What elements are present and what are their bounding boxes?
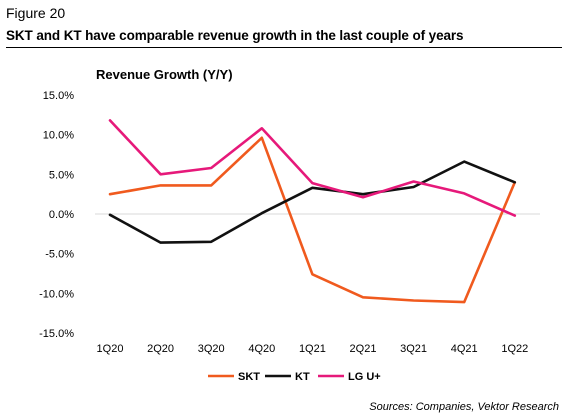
x-tick-label: 1Q20 <box>97 343 124 355</box>
y-tick-label: 0.0% <box>49 209 74 221</box>
series-lines <box>108 119 517 304</box>
title-divider <box>6 47 562 48</box>
x-tick-label: 3Q20 <box>198 343 225 355</box>
legend-label: KT <box>295 371 310 383</box>
figure-label: Figure 20 <box>6 5 66 21</box>
x-tick-label: 3Q21 <box>400 343 427 355</box>
y-tick-label: -10.0% <box>39 288 74 300</box>
y-tick-label: -15.0% <box>39 328 74 340</box>
y-tick-label: 10.0% <box>43 130 74 142</box>
x-axis: 1Q20 2Q20 3Q20 4Q20 1Q21 2Q21 3Q21 4Q21 1Q22 <box>97 343 529 355</box>
x-tick-label: 1Q22 <box>501 343 528 355</box>
legend-label: SKT <box>238 371 260 383</box>
legend-label: LG U+ <box>348 371 381 383</box>
series-line-skt <box>108 136 517 304</box>
series-line-kt <box>108 160 517 244</box>
x-tick-label: 4Q21 <box>451 343 478 355</box>
legend: SKT KT LG U+ <box>208 371 381 383</box>
source-note: Sources: Companies, Vektor Research <box>369 401 559 413</box>
figure-title: SKT and KT have comparable revenue growt… <box>6 28 464 43</box>
chart-title: Revenue Growth (Y/Y) <box>96 67 233 82</box>
y-axis: 15.0% 10.0% 5.0% 0.0% -5.0% -10.0% -15.0% <box>39 90 74 340</box>
x-tick-label: 2Q21 <box>350 343 377 355</box>
x-tick-label: 2Q20 <box>147 343 174 355</box>
series-line-lg-u <box>108 119 517 217</box>
y-tick-label: 5.0% <box>49 169 74 181</box>
y-tick-label: -5.0% <box>45 249 74 261</box>
x-tick-label: 1Q21 <box>299 343 326 355</box>
y-tick-label: 15.0% <box>43 90 74 102</box>
x-tick-label: 4Q20 <box>248 343 275 355</box>
